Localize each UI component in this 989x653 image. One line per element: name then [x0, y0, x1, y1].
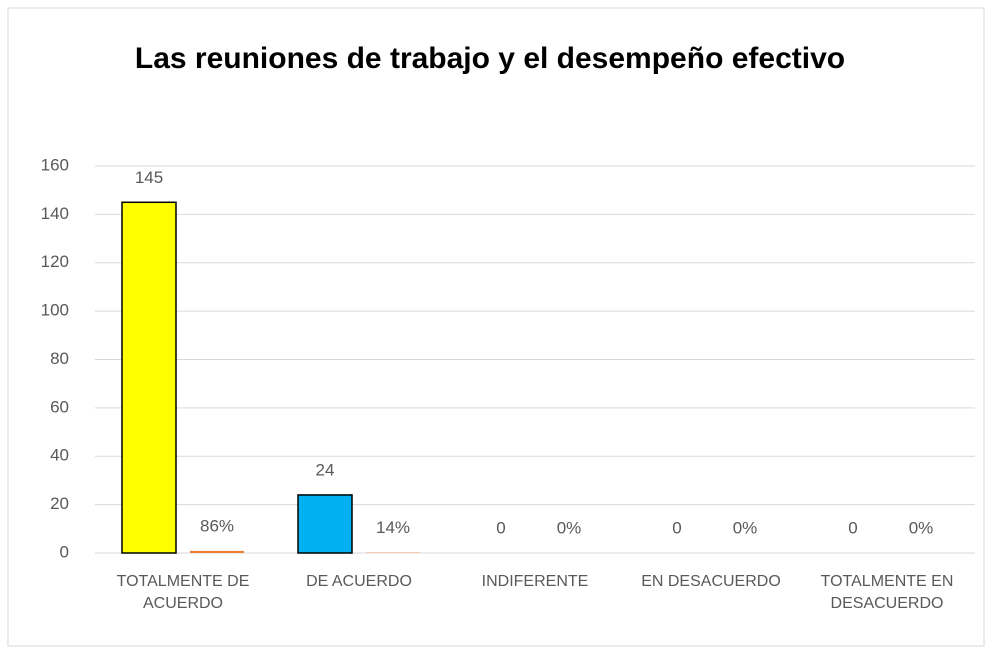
- x-tick-label: TOTALMENTE DE ACUERDO: [116, 573, 250, 612]
- data-label: 0%: [557, 518, 582, 537]
- x-tick-label: EN DESACUERDO: [641, 573, 781, 590]
- x-tick-label: DE ACUERDO: [306, 573, 412, 590]
- y-tick-label: 0: [60, 542, 69, 561]
- y-tick-label: 100: [41, 301, 69, 320]
- x-tick-label: INDIFERENTE: [481, 573, 589, 590]
- data-label: 14%: [376, 518, 410, 537]
- y-tick-label: 60: [50, 397, 69, 416]
- y-tick-label: 140: [41, 204, 69, 223]
- y-tick-label: 160: [41, 155, 69, 174]
- data-label: 0: [672, 518, 681, 537]
- data-label: 0%: [733, 518, 758, 537]
- x-tick-label: TOTALMENTE EN DESACUERDO: [820, 573, 954, 612]
- bar: [190, 550, 244, 553]
- bar: [121, 201, 177, 554]
- bar: [297, 494, 353, 554]
- data-label: 86%: [200, 516, 234, 535]
- data-label: 24: [316, 460, 335, 479]
- data-label: 0: [848, 518, 857, 537]
- data-label: 0: [496, 518, 505, 537]
- y-tick-label: 80: [50, 349, 69, 368]
- data-label: 145: [135, 168, 163, 187]
- y-tick-label: 40: [50, 446, 69, 465]
- y-tick-label: 20: [50, 494, 69, 513]
- data-label: 0%: [909, 518, 934, 537]
- y-tick-label: 120: [41, 252, 69, 271]
- chart-title: Las reuniones de trabajo y el desempeño …: [135, 42, 845, 75]
